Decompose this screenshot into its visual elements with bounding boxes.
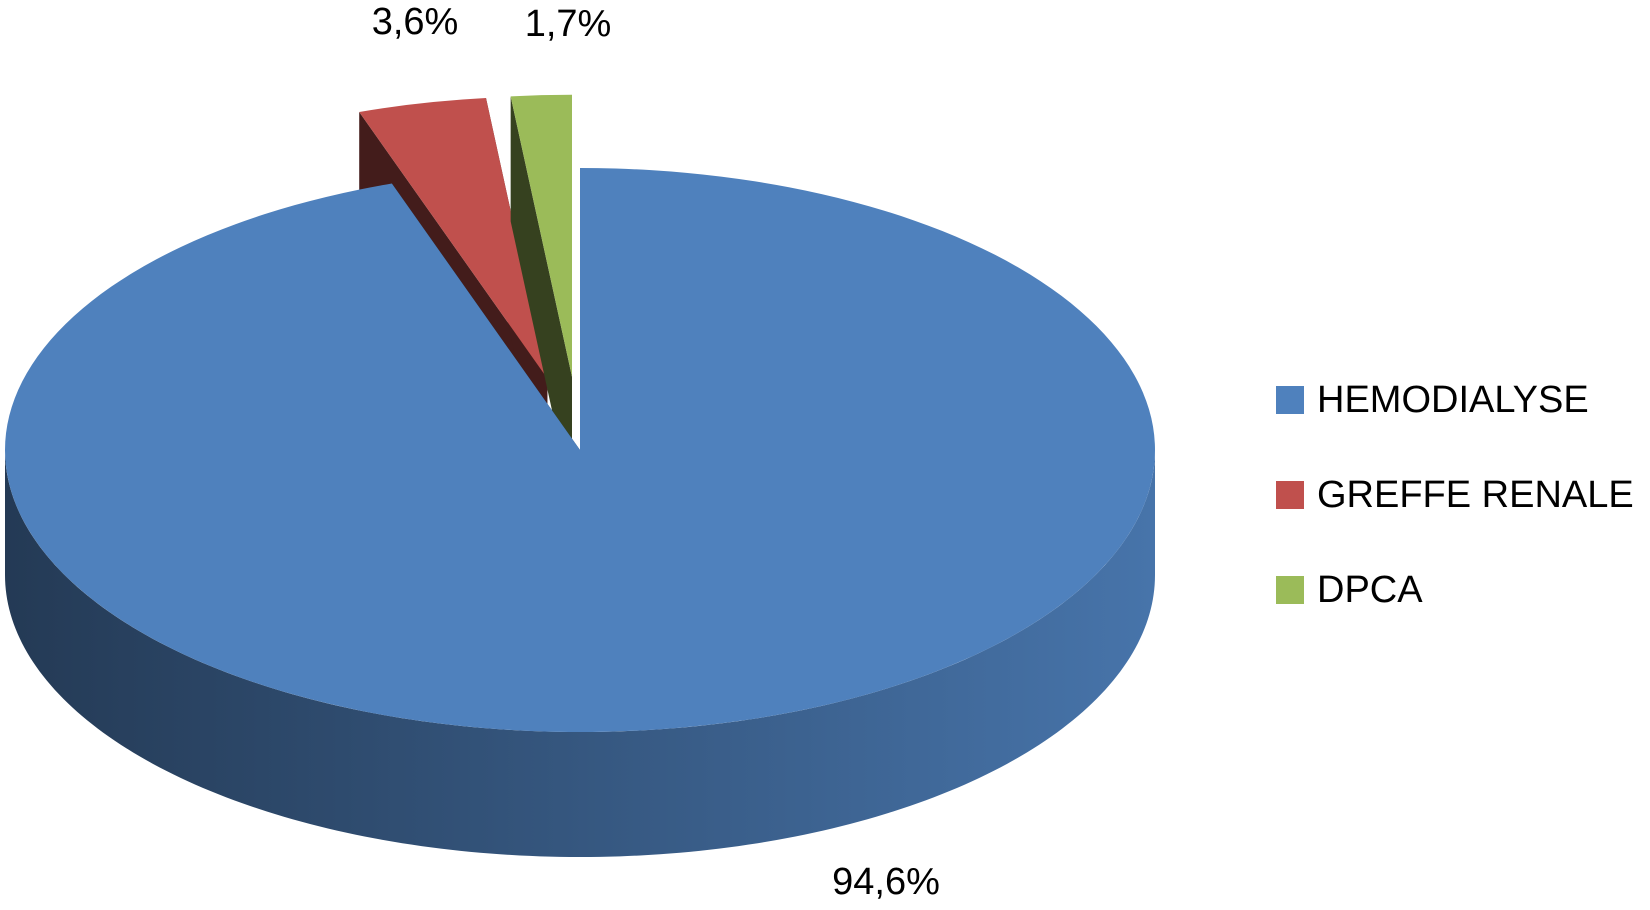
legend-label: DPCA xyxy=(1317,569,1423,611)
slice-wall xyxy=(5,450,1155,857)
legend-swatch xyxy=(1276,386,1304,414)
slice xyxy=(4,168,1155,732)
legend-swatch xyxy=(1276,481,1304,509)
legend-label: GREFFE RENALE xyxy=(1317,474,1634,516)
data-label: 94,6% xyxy=(832,861,940,903)
data-label: 1,7% xyxy=(525,3,612,45)
legend-label: HEMODIALYSE xyxy=(1317,379,1589,421)
slice xyxy=(359,98,548,379)
data-label: 3,6% xyxy=(372,1,459,43)
legend-swatch xyxy=(1276,576,1304,604)
slice xyxy=(510,94,573,377)
slice-side xyxy=(510,96,573,502)
